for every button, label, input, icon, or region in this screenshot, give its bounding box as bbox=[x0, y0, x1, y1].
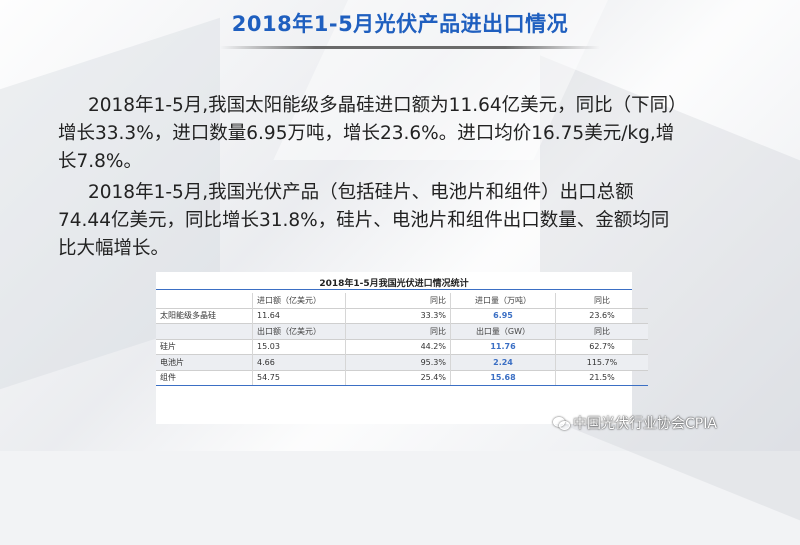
table-row: 太阳能级多晶硅 11.64 33.3% 6.95 23.6% bbox=[156, 307, 648, 324]
table-header-cell: 同比 bbox=[345, 323, 451, 339]
paragraph-line: 74.44亿美元，同比增长31.8%，硅片、电池片和组件出口数量、金额均同 bbox=[58, 210, 670, 231]
table-header-cell: 同比 bbox=[345, 293, 451, 308]
table-row-label: 太阳能级多晶硅 bbox=[156, 307, 253, 324]
table-cell: 21.5% bbox=[555, 369, 648, 386]
stats-table: 进口额（亿美元） 同比 进口量（万吨） 同比 太阳能级多晶硅 11.64 33.… bbox=[156, 293, 648, 386]
paragraph-line: 增长33.3%，进口数量6.95万吨，增长23.6%。进口均价16.75美元/k… bbox=[58, 123, 675, 144]
table-header-cell: 出口量（GW） bbox=[450, 323, 556, 339]
wechat-icon bbox=[553, 416, 570, 430]
table-cell: 4.66 bbox=[252, 354, 346, 370]
table-cell: 115.7% bbox=[555, 354, 648, 370]
table-cell: 2.24 bbox=[450, 354, 556, 370]
paragraph-polysilicon-import: 2018年1-5月,我国太阳能级多晶硅进口额为11.64亿美元，同比（下同） 增… bbox=[58, 92, 738, 176]
table-header-cell: 同比 bbox=[555, 293, 648, 308]
table-cell: 6.95 bbox=[450, 307, 556, 324]
table-header-cell: 同比 bbox=[555, 323, 648, 339]
table-header-cell: 进口量（万吨） bbox=[450, 293, 556, 308]
paragraph-line: 2018年1-5月,我国光伏产品（包括硅片、电池片和组件）出口总额 bbox=[88, 182, 634, 203]
paragraph-line: 长7.8%。 bbox=[58, 151, 142, 172]
watermark-text: 中国光伏行业协会CPIA bbox=[573, 416, 717, 432]
paragraph-line: 2018年1-5月,我国太阳能级多晶硅进口额为11.64亿美元，同比（下同） bbox=[88, 95, 687, 116]
table-row-label: 电池片 bbox=[156, 354, 253, 370]
table-cell bbox=[156, 323, 253, 339]
table-cell: 44.2% bbox=[345, 338, 451, 355]
table-cell bbox=[156, 293, 253, 308]
table-cell: 15.68 bbox=[450, 369, 556, 386]
stats-table-container: 2018年1-5月我国光伏进口情况统计 进口额（亿美元） 同比 进口量（万吨） … bbox=[156, 272, 648, 424]
table-cell: 15.03 bbox=[252, 338, 346, 355]
table-cell: 33.3% bbox=[345, 307, 451, 324]
table-cell: 25.4% bbox=[345, 369, 451, 386]
table-caption: 2018年1-5月我国光伏进口情况统计 bbox=[319, 279, 469, 289]
table-row: 组件 54.75 25.4% 15.68 21.5% bbox=[156, 369, 648, 386]
table-header-row-import: 进口额（亿美元） 同比 进口量（万吨） 同比 bbox=[156, 293, 648, 308]
table-top-rule bbox=[156, 289, 632, 290]
table-cell: 23.6% bbox=[555, 307, 648, 324]
table-header-cell: 进口额（亿美元） bbox=[252, 293, 346, 308]
paragraph-line: 比大幅增长。 bbox=[58, 238, 170, 259]
table-cell: 54.75 bbox=[252, 369, 346, 386]
table-row-label: 硅片 bbox=[156, 338, 253, 355]
table-cell: 11.64 bbox=[252, 307, 346, 324]
table-cell: 11.76 bbox=[450, 338, 556, 355]
paragraph-pv-export: 2018年1-5月,我国光伏产品（包括硅片、电池片和组件）出口总额 74.44亿… bbox=[58, 179, 738, 263]
slide-title: 2018年1-5月光伏产品进出口情况 bbox=[231, 12, 569, 36]
table-cell: 62.7% bbox=[555, 338, 648, 355]
table-row: 硅片 15.03 44.2% 11.76 62.7% bbox=[156, 338, 648, 355]
title-underline bbox=[220, 46, 600, 49]
table-cell: 95.3% bbox=[345, 354, 451, 370]
table-header-cell: 出口额（亿美元） bbox=[252, 323, 346, 339]
table-row: 电池片 4.66 95.3% 2.24 115.7% bbox=[156, 354, 648, 370]
table-row-label: 组件 bbox=[156, 369, 253, 386]
watermark: 中国光伏行业协会CPIA bbox=[553, 412, 717, 434]
table-header-row-export: 出口额（亿美元） 同比 出口量（GW） 同比 bbox=[156, 323, 648, 339]
